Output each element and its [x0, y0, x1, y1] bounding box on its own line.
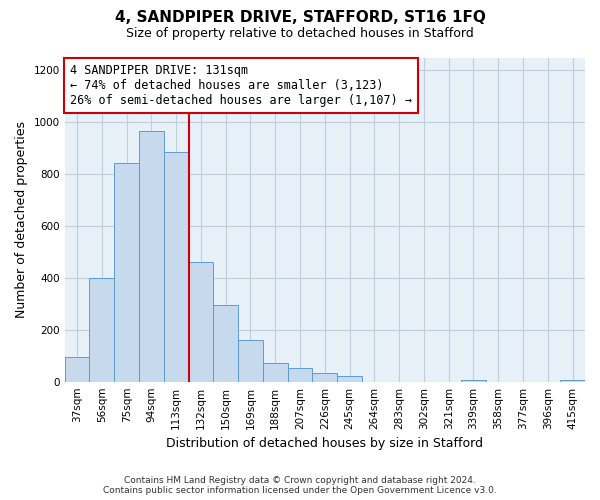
Bar — [114, 162, 139, 382]
Bar — [238, 340, 263, 382]
Bar — [89, 278, 114, 382]
Text: 4, SANDPIPER DRIVE, STAFFORD, ST16 1FQ: 4, SANDPIPER DRIVE, STAFFORD, ST16 1FQ — [115, 10, 485, 25]
Bar — [287, 368, 313, 382]
Text: 4 SANDPIPER DRIVE: 131sqm
← 74% of detached houses are smaller (3,123)
26% of se: 4 SANDPIPER DRIVE: 131sqm ← 74% of detac… — [70, 64, 412, 107]
Bar — [461, 380, 486, 382]
Bar — [337, 376, 362, 382]
Bar — [139, 132, 164, 382]
Bar — [263, 363, 287, 382]
Bar — [560, 380, 585, 382]
Bar — [214, 304, 238, 382]
X-axis label: Distribution of detached houses by size in Stafford: Distribution of detached houses by size … — [166, 437, 484, 450]
Bar — [188, 262, 214, 382]
Text: Size of property relative to detached houses in Stafford: Size of property relative to detached ho… — [126, 28, 474, 40]
Text: Contains HM Land Registry data © Crown copyright and database right 2024.
Contai: Contains HM Land Registry data © Crown c… — [103, 476, 497, 495]
Bar — [164, 152, 188, 382]
Bar — [313, 372, 337, 382]
Y-axis label: Number of detached properties: Number of detached properties — [15, 121, 28, 318]
Bar — [65, 357, 89, 382]
